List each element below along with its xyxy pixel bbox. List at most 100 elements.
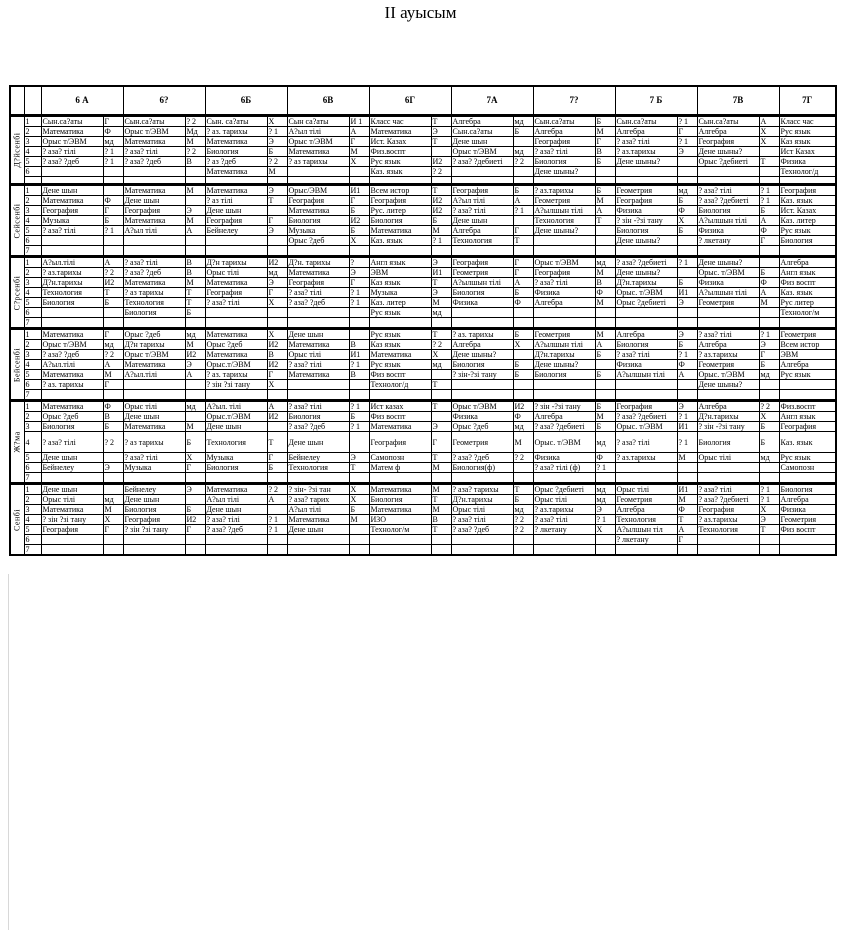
lesson-subject-cell: Биология (778, 235, 837, 246)
lesson-subject-cell (122, 317, 186, 329)
timetable-row: 4 Музыка Б Математика М География Г Биология И2 Б… (10, 215, 837, 226)
room-cell: мд (512, 504, 534, 515)
room-cell: Б (266, 146, 288, 157)
room-cell: мд (102, 136, 124, 147)
lesson-subject-cell: Математика (40, 504, 104, 515)
room-cell: мд (594, 431, 616, 453)
room-cell (758, 255, 780, 268)
lesson-subject-cell: Алгебра (778, 359, 837, 370)
day-column-header (9, 85, 25, 117)
lesson-subject-cell: Орыс ?деб (450, 421, 514, 432)
lesson-subject-cell: Математика (286, 369, 350, 380)
room-cell: А (102, 359, 124, 370)
lesson-subject-cell (122, 544, 186, 556)
room-cell: Х (758, 136, 780, 147)
lesson-subject-cell: Алгебра (614, 504, 678, 515)
lesson-subject-cell: Геометрия (614, 494, 678, 505)
lesson-subject-cell: Математика (204, 327, 268, 340)
room-cell: ? 1 (758, 327, 780, 340)
lesson-subject-cell: Дене шыны? (696, 255, 760, 268)
lesson-subject-cell (286, 389, 350, 401)
lesson-subject-cell: Орыс. т/ЭВМ (532, 431, 596, 453)
lesson-subject-cell: Д?н.тарихы (614, 277, 678, 288)
room-cell: Г (676, 126, 698, 137)
lesson-subject-cell: Бейнелеу (204, 225, 268, 236)
lesson-subject-cell: Всем истор (368, 183, 432, 196)
lesson-number-cell: 1 (23, 482, 42, 495)
room-cell (266, 317, 288, 329)
lesson-subject-cell: А?ылшын тілі (614, 369, 678, 380)
lesson-subject-cell: Орыс.т/ЭВМ (204, 411, 268, 422)
lesson-subject-cell: Каз. литер (368, 297, 432, 308)
room-cell (758, 462, 780, 473)
lesson-subject-cell: Технология (122, 297, 186, 308)
room-cell: Э (184, 482, 206, 495)
lesson-subject-cell (696, 462, 760, 473)
lesson-number-cell: 6 (23, 534, 42, 545)
room-cell: ? 1 (348, 359, 370, 370)
room-cell: Б (676, 339, 698, 350)
timetable-row: 5 Математика М А?ыл.тілі А? аз. тарихы Г Матем… (10, 369, 837, 380)
room-cell: А (184, 369, 206, 380)
lesson-subject-cell: Биология (40, 421, 104, 432)
lesson-subject-cell: Технология (450, 235, 514, 246)
lesson-subject-cell (122, 379, 186, 390)
lesson-subject-cell: ? аза? ?дебиеті (696, 195, 760, 206)
room-cell (348, 327, 370, 340)
lesson-subject-cell (450, 389, 514, 401)
lesson-subject-cell: ? зін ?зі тану (40, 514, 104, 525)
room-cell: Э (348, 452, 370, 463)
lesson-subject-cell: ? аза? ?деб (204, 524, 268, 535)
lesson-subject-cell: Бейнелеу (286, 452, 350, 463)
lesson-subject-cell: География (696, 136, 760, 147)
room-cell (758, 176, 780, 185)
room-cell: ? 2 (512, 452, 534, 463)
lesson-subject-cell: Ист. Казах (778, 205, 837, 216)
room-cell: В (184, 267, 206, 278)
timetable-row: 5 Биология Б Технология Т? аза? тілі Х? аза? … (10, 297, 837, 308)
room-cell (758, 389, 780, 401)
lesson-subject-cell: ? аз.тарихы (532, 504, 596, 515)
lesson-subject-cell: ? аза? ?деб (286, 297, 350, 308)
lesson-number-header (23, 85, 42, 117)
lesson-subject-cell: Рус язык (368, 307, 432, 318)
lesson-subject-cell: ? аза? тілі (286, 359, 350, 370)
room-cell (348, 245, 370, 257)
lesson-number-cell: 7 (23, 317, 42, 329)
lesson-subject-cell: Орыс т/ЭВМ (122, 126, 186, 137)
lesson-subject-cell (532, 472, 596, 484)
lesson-subject-cell (450, 307, 514, 318)
room-cell: мд (430, 307, 452, 318)
lesson-subject-cell: Биология (40, 297, 104, 308)
lesson-subject-cell: А?ыл тілі (122, 225, 186, 236)
lesson-subject-cell: Орыс тілі (696, 452, 760, 463)
timetable-row: 3 Биология Б Математика М Дене шын? аза? ?деб… (10, 421, 837, 432)
lesson-subject-cell (204, 235, 268, 246)
lesson-subject-cell (450, 245, 514, 257)
room-cell (102, 245, 124, 257)
room-cell (594, 166, 616, 177)
room-cell: ? 1 (430, 235, 452, 246)
lesson-subject-cell (532, 379, 596, 390)
lesson-subject-cell (696, 389, 760, 401)
room-cell (430, 411, 452, 422)
room-cell (512, 389, 534, 401)
room-cell: Э (758, 339, 780, 350)
lesson-subject-cell: ? аза? тілі (ф) (532, 462, 596, 473)
lesson-subject-cell: ? зін -?зі тану (532, 399, 596, 412)
room-cell (512, 215, 534, 226)
room-cell: Б (594, 349, 616, 360)
lesson-subject-cell (40, 235, 104, 246)
room-cell: М (348, 146, 370, 157)
class-header: 6В (286, 85, 370, 117)
lesson-subject-cell: Физ воспт (368, 369, 432, 380)
lesson-subject-cell: ? аз тарихы (286, 156, 350, 167)
lesson-subject-cell: Математика (40, 195, 104, 206)
day-label-cell: Сенбі (9, 482, 25, 556)
room-cell: ? 2 (184, 114, 206, 127)
room-cell: мд (102, 339, 124, 350)
lesson-subject-cell: ЭВМ (778, 349, 837, 360)
room-cell (266, 389, 288, 401)
room-cell: Г (266, 369, 288, 380)
lesson-subject-cell (696, 544, 760, 556)
